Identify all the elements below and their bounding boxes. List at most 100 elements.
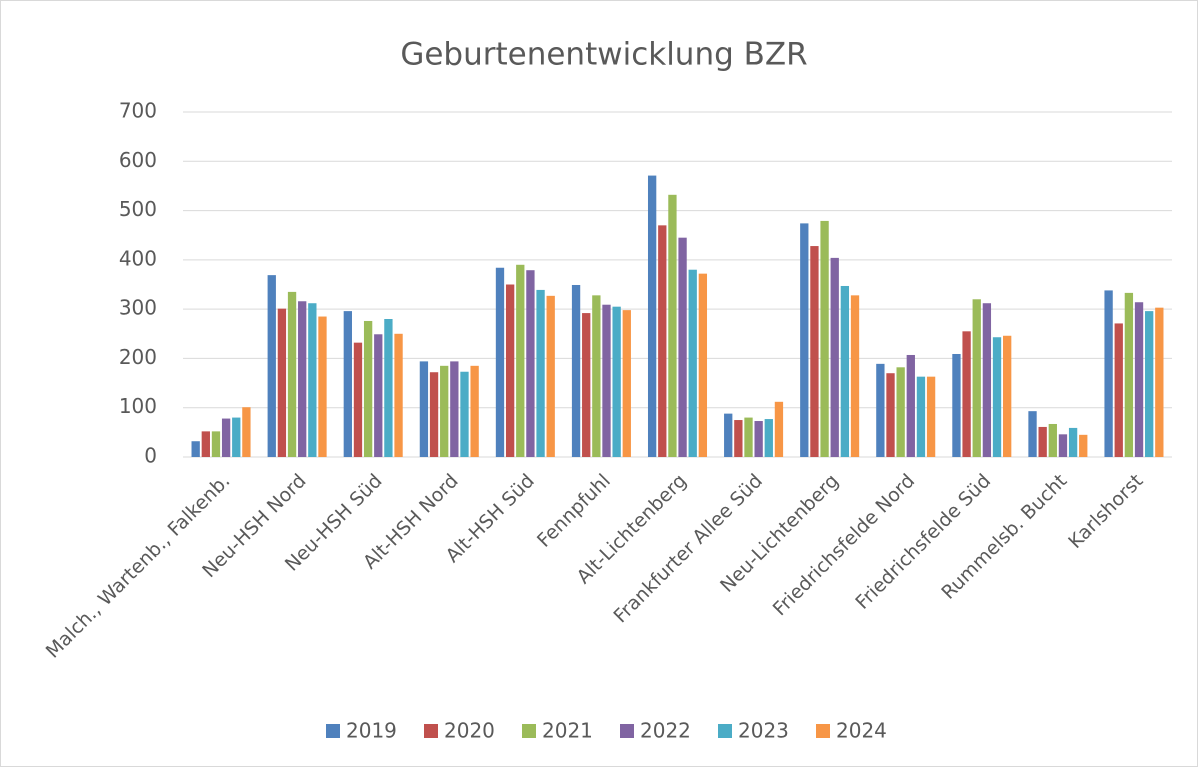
bar	[1079, 434, 1088, 457]
bar	[267, 275, 276, 457]
bar	[668, 194, 677, 458]
y-tick-label: 700	[119, 99, 157, 123]
bar	[800, 223, 809, 457]
bar	[298, 301, 307, 457]
bar	[992, 337, 1002, 457]
bar	[374, 334, 383, 457]
bar	[308, 303, 317, 457]
bar	[876, 363, 885, 457]
bar	[1104, 290, 1113, 457]
bar	[1068, 427, 1078, 457]
y-tick-label: 400	[119, 246, 157, 270]
legend-label: 2020	[444, 719, 495, 743]
bar	[1124, 292, 1134, 457]
y-tick-label: 500	[119, 197, 157, 221]
bar	[363, 320, 373, 457]
bar	[724, 413, 733, 457]
legend-label: 2024	[836, 719, 887, 743]
bar	[287, 291, 297, 457]
bar	[1145, 311, 1154, 457]
bar	[952, 353, 961, 457]
bar	[460, 371, 469, 457]
bar	[698, 273, 708, 457]
bar	[916, 376, 926, 457]
bar	[1114, 323, 1123, 457]
bar	[1048, 423, 1057, 457]
bar	[622, 310, 631, 457]
y-tick-label: 200	[119, 345, 157, 369]
bar	[242, 407, 251, 457]
bar	[734, 420, 743, 457]
bar	[678, 237, 687, 457]
bar	[343, 311, 352, 457]
bar	[505, 284, 515, 457]
bar	[232, 417, 241, 457]
bar	[516, 264, 525, 457]
bar	[647, 175, 657, 458]
bar	[394, 333, 403, 457]
bar	[571, 284, 581, 457]
legend-swatch	[620, 724, 634, 738]
bar	[1003, 335, 1012, 457]
bar	[774, 401, 784, 457]
bar	[962, 331, 971, 457]
bar	[906, 354, 915, 457]
bar	[1155, 307, 1164, 457]
bar	[526, 270, 535, 457]
bar	[1134, 302, 1144, 457]
bar	[744, 417, 753, 457]
bar	[850, 295, 860, 457]
bar	[658, 225, 667, 457]
bar	[840, 285, 850, 457]
bar	[470, 365, 479, 457]
legend-label: 2019	[346, 719, 397, 743]
y-tick-label: 600	[119, 148, 157, 172]
bar	[820, 220, 829, 457]
y-tick-label: 100	[119, 394, 157, 418]
bar	[419, 361, 429, 457]
bar	[318, 316, 327, 457]
bar	[830, 257, 839, 457]
bar	[764, 419, 773, 457]
bar	[429, 372, 439, 457]
legend-label: 2022	[640, 719, 691, 743]
bar	[612, 306, 621, 457]
bar	[754, 421, 763, 457]
bar	[450, 361, 459, 457]
bar	[886, 373, 895, 457]
bar	[688, 269, 697, 457]
legend-label: 2021	[542, 719, 593, 743]
legend-swatch	[522, 724, 536, 738]
chart-title: Geburtenentwicklung BZR	[400, 37, 807, 73]
bar	[191, 441, 200, 457]
bar	[546, 295, 555, 457]
bar	[536, 289, 545, 457]
bar	[592, 295, 601, 457]
y-tick-label: 0	[144, 444, 157, 468]
bar	[277, 308, 287, 457]
bar	[810, 246, 819, 457]
bar	[201, 431, 210, 457]
legend-swatch	[816, 724, 830, 738]
bar	[972, 299, 981, 457]
legend-swatch	[424, 724, 438, 738]
bar	[221, 418, 231, 457]
bar	[1038, 426, 1047, 457]
bar	[1028, 411, 1037, 457]
bar	[495, 267, 505, 457]
bar	[211, 431, 221, 457]
bar	[353, 342, 363, 457]
bar	[440, 365, 449, 457]
legend-swatch	[718, 724, 732, 738]
bar	[896, 367, 905, 457]
legend-swatch	[326, 724, 340, 738]
legend-label: 2023	[738, 719, 789, 743]
bar	[582, 313, 591, 457]
bar	[1058, 434, 1068, 457]
bar	[926, 376, 936, 457]
bar	[982, 303, 992, 457]
y-tick-label: 300	[119, 296, 157, 320]
bar	[602, 304, 611, 457]
bar	[384, 319, 393, 457]
